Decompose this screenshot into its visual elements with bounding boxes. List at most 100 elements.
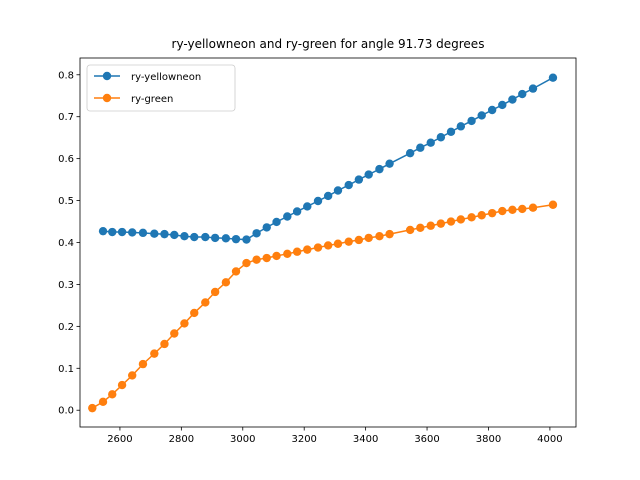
data-point (498, 100, 507, 110)
data-point (190, 308, 199, 318)
data-point (436, 133, 446, 142)
data-point (283, 212, 292, 221)
y-tick-label: 0.0 (58, 406, 74, 417)
legend-box (86, 64, 236, 112)
x-tick-label: 2600 (107, 434, 132, 445)
data-point (344, 237, 353, 246)
data-point (150, 229, 159, 238)
data-point (283, 249, 292, 259)
data-point (117, 380, 127, 390)
data-point (385, 159, 394, 168)
data-point (170, 329, 179, 338)
data-point (201, 232, 210, 242)
data-point (128, 228, 137, 237)
data-point (180, 319, 189, 328)
data-point (221, 234, 231, 243)
data-point (323, 241, 333, 250)
y-tick-label: 0.8 (58, 70, 74, 81)
x-tick-label: 2800 (169, 434, 194, 445)
y-tick-label: 0.2 (58, 322, 74, 333)
data-point (477, 211, 486, 220)
data-point (262, 253, 271, 263)
data-point (426, 221, 435, 230)
data-point (385, 229, 394, 239)
series-layer (88, 73, 558, 413)
x-tick-label: 3400 (353, 434, 378, 445)
data-point (405, 225, 415, 235)
y-axis: 0.0 0.1 0.2 0.3 0.4 0.5 0.6 0.7 0.8 (58, 70, 80, 417)
data-point (333, 239, 343, 248)
data-point (477, 111, 486, 120)
data-point (292, 207, 302, 216)
legend-label: ry-green (131, 94, 173, 105)
y-tick-label: 0.5 (58, 196, 74, 207)
data-point (333, 186, 343, 195)
data-point (128, 371, 137, 380)
data-point (548, 73, 558, 82)
data-point (117, 227, 127, 237)
series-ry-green (88, 200, 558, 413)
data-point (190, 232, 199, 242)
data-point (138, 228, 148, 238)
data-point (88, 403, 97, 413)
data-point (518, 89, 527, 99)
data-point (108, 227, 117, 237)
data-point (416, 223, 425, 233)
data-point (456, 122, 466, 131)
data-point (98, 397, 108, 407)
y-tick-label: 0.7 (58, 112, 74, 123)
data-point (252, 229, 261, 238)
data-point (354, 175, 364, 184)
series-ry-yellowneon (98, 73, 558, 244)
data-point (262, 223, 271, 232)
data-point (405, 148, 415, 158)
data-point (272, 251, 281, 261)
data-point (498, 206, 507, 216)
x-tick-label: 3600 (414, 434, 439, 445)
data-point (303, 202, 312, 211)
data-point (487, 105, 497, 115)
x-tick-label: 3800 (476, 434, 501, 445)
data-point (436, 219, 446, 228)
data-point (354, 235, 364, 245)
data-point (375, 164, 384, 174)
data-point (375, 232, 384, 241)
data-point (416, 143, 425, 152)
data-point (252, 255, 261, 264)
data-point (508, 205, 517, 214)
data-point (170, 230, 179, 240)
data-point (446, 217, 456, 226)
data-point (138, 359, 148, 369)
data-point (446, 127, 456, 136)
data-point (456, 215, 466, 224)
data-point (201, 298, 210, 307)
data-point (518, 204, 527, 214)
data-point (548, 200, 558, 209)
chart-title: ry-yellowneon and ry-green for angle 91.… (172, 37, 485, 51)
data-point (508, 95, 517, 104)
data-point (528, 203, 538, 212)
data-point (231, 234, 241, 244)
data-point (323, 191, 333, 201)
data-point (210, 287, 220, 297)
data-point (426, 138, 435, 147)
data-point (180, 232, 189, 241)
data-point (242, 258, 251, 268)
legend-marker (102, 93, 112, 103)
legend-marker (102, 71, 112, 81)
data-point (292, 247, 302, 256)
data-point (313, 243, 323, 252)
data-point (313, 196, 323, 206)
data-point (242, 235, 251, 244)
data-point (231, 267, 241, 276)
data-point (272, 217, 281, 227)
data-point (221, 278, 231, 287)
data-point (160, 339, 169, 349)
y-tick-label: 0.1 (58, 364, 74, 375)
data-point (364, 170, 373, 179)
data-point (303, 245, 312, 254)
x-tick-label: 4000 (537, 434, 562, 445)
y-tick-label: 0.3 (58, 280, 74, 291)
x-tick-label: 3000 (230, 434, 255, 445)
